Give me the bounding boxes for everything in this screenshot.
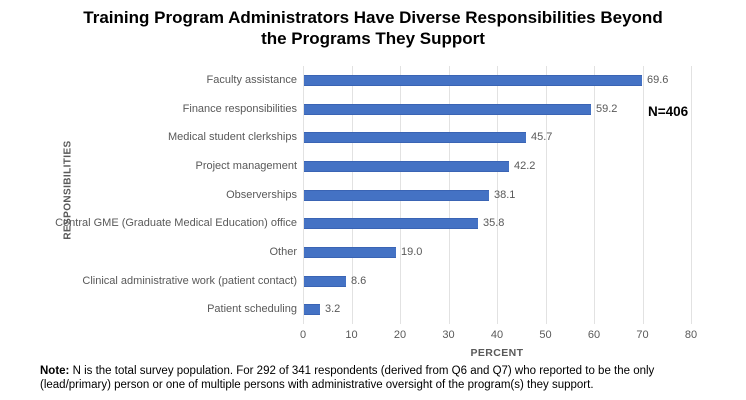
bar-0 (304, 75, 642, 86)
bar-2 (304, 132, 526, 143)
gridline-60 (594, 66, 595, 324)
x-axis-title: PERCENT (470, 347, 524, 359)
value-label-6: 19.0 (401, 246, 423, 258)
gridline-80 (691, 66, 692, 324)
value-label-7: 8.6 (351, 275, 367, 287)
footnote-line-2: (lead/primary) person or one of multiple… (40, 378, 594, 391)
footnote-label: Note: (40, 365, 70, 377)
footnote-line-1: Note: N is the total survey population. … (40, 365, 740, 379)
category-label-6: Other (269, 246, 297, 258)
category-label-1: Finance responsibilities (182, 103, 297, 115)
value-label-1: 59.2 (596, 103, 618, 115)
bar-4 (304, 190, 489, 201)
bar-5 (304, 218, 478, 229)
category-label-0: Faculty assistance (206, 74, 297, 86)
x-tick-label-0: 0 (299, 329, 307, 341)
category-label-3: Project management (195, 160, 298, 172)
category-label-2: Medical student clerkships (167, 131, 297, 143)
bar-7 (304, 276, 346, 287)
gridline-40 (497, 66, 498, 324)
x-tick-label-70: 70 (636, 329, 649, 341)
chart-title: Training Program Administrators Have Div… (83, 8, 663, 48)
value-label-5: 35.8 (483, 217, 505, 229)
footnote: Note: N is the total survey population. … (40, 365, 740, 392)
bar-6 (304, 247, 396, 258)
bar-3 (304, 161, 509, 172)
value-label-3: 42.2 (514, 160, 536, 172)
category-label-5: Central GME (Graduate Medical Education)… (55, 217, 297, 229)
x-tick-label-10: 10 (345, 329, 358, 341)
sample-size-annotation: N=406 (648, 104, 689, 119)
x-tick-label-60: 60 (587, 329, 601, 341)
x-tick-label-20: 20 (393, 329, 407, 341)
category-label-4: Observerships (226, 189, 297, 201)
plot-area (303, 66, 692, 324)
gridline-50 (546, 66, 547, 324)
x-tick-label-30: 30 (442, 329, 455, 341)
value-label-8: 3.2 (325, 303, 341, 315)
x-tick-label-50: 50 (539, 329, 552, 341)
category-label-7: Clinical administrative work (patient co… (82, 275, 297, 287)
bar-1 (304, 104, 591, 115)
x-tick-label-40: 40 (490, 329, 504, 341)
value-label-0: 69.6 (647, 74, 669, 86)
footnote-text-1: N is the total survey population. For 29… (69, 365, 655, 377)
gridline-70 (643, 66, 644, 324)
bar-8 (304, 304, 320, 315)
category-label-8: Patient scheduling (207, 303, 297, 315)
value-label-2: 45.7 (531, 131, 553, 143)
gridline-0 (303, 66, 304, 324)
x-tick-label-80: 80 (684, 329, 698, 341)
value-label-4: 38.1 (494, 189, 516, 201)
